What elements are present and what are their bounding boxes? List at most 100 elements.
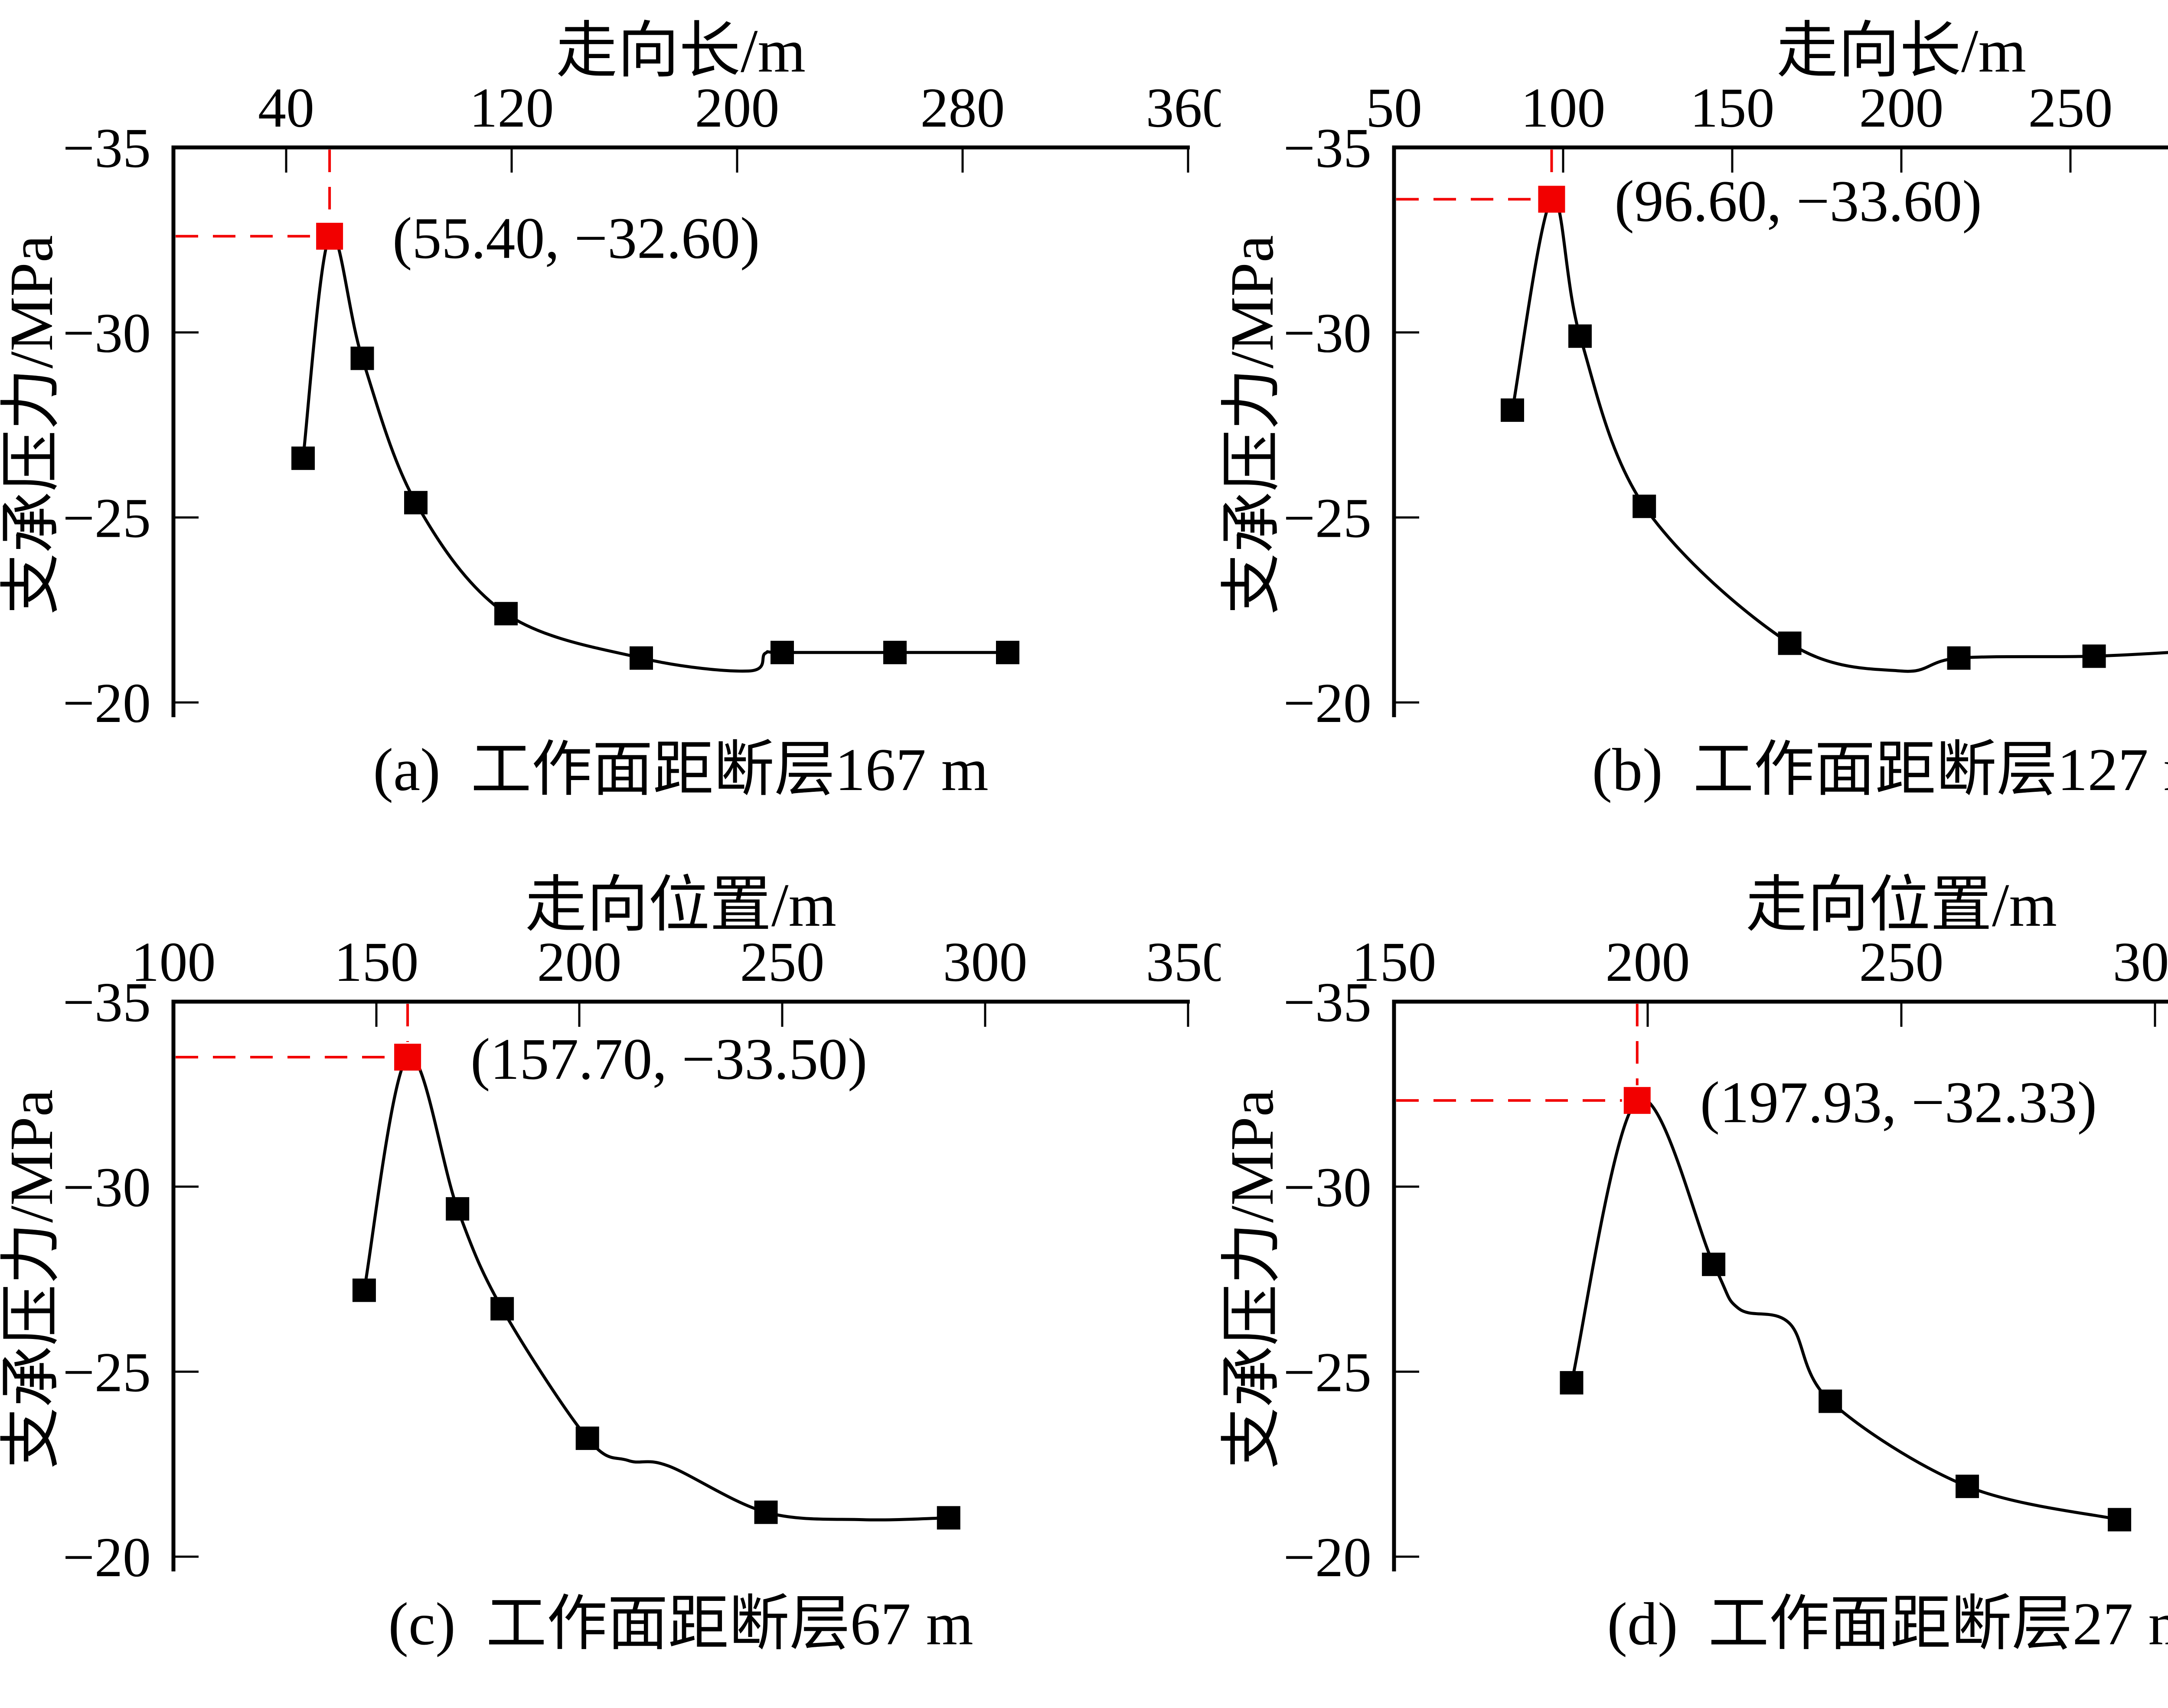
data-point-marker (1633, 494, 1656, 518)
pressure-curve (362, 1054, 950, 1522)
x-tick-label: 200 (695, 77, 780, 139)
y-tick-label: −30 (63, 302, 151, 365)
y-tick-label: −25 (1283, 487, 1371, 549)
data-point-marker (1568, 324, 1592, 348)
y-tick-label: −30 (63, 1156, 151, 1218)
y-tick-label: −25 (1283, 1341, 1371, 1404)
x-tick-label: 200 (1606, 931, 1690, 993)
x-axis-title: 走向位置/m (525, 871, 836, 939)
data-point-marker (883, 640, 907, 664)
y-axis-title: 支承压力/MPa (0, 235, 65, 615)
x-tick-label: 40 (258, 77, 314, 139)
x-tick-label: 100 (131, 931, 216, 993)
peak-annotation: (197.93, −32.33) (1700, 1070, 2097, 1135)
data-point-marker (2108, 1508, 2132, 1532)
pressure-curve (1511, 196, 2168, 673)
peak-guide-lines (1396, 1003, 1639, 1102)
y-tick-label: −20 (1283, 672, 1371, 735)
chart-d: 150200250300350−35−30−25−20走向位置/m支承压力/MP… (1221, 854, 2168, 1708)
x-tick-label: 150 (334, 931, 419, 993)
peak-marker (1623, 1087, 1651, 1114)
data-point-marker (404, 491, 428, 515)
data-point-marker (2082, 644, 2106, 668)
y-tick-label: −25 (63, 1341, 151, 1404)
x-tick-label: 100 (1521, 77, 1606, 139)
peak-annotation: (157.70, −33.50) (470, 1027, 867, 1092)
data-point-marker (754, 1500, 778, 1524)
data-point-marker (1819, 1389, 1842, 1413)
x-axis-title: 走向长/m (556, 16, 806, 85)
chart-b: 50100150200250300350−35−30−25−20走向长/m支承压… (1221, 0, 2168, 854)
y-tick-label: −35 (1283, 971, 1371, 1034)
chart-a: 40 120 200 280 360 −35 −30 −25 −20 走向长/m 支承压力/MPa (… (0, 0, 1221, 854)
peak-guide-lines (1396, 150, 1553, 201)
x-tick-label: 150 (1690, 77, 1775, 139)
y-tick-label: −20 (63, 1526, 151, 1589)
data-point-marker (1778, 631, 1802, 655)
caption-b: (b) 工作面距断层127 m (1592, 736, 2168, 803)
x-tick-label: 200 (537, 931, 622, 993)
panel-a: 40 120 200 280 360 −35 −30 −25 −20 走向长/m 支承压力/MPa (… (0, 0, 1221, 854)
data-point-marker (630, 646, 653, 670)
chart-svg-a: 40 120 200 280 360 −35 −30 −25 −20 走向长/m 支承压力/MPa (… (0, 16, 1221, 735)
chart-svg-b: 50100150200250300350−35−30−25−20走向长/m支承压… (1221, 16, 2168, 735)
y-tick-label: −20 (1283, 1526, 1371, 1589)
caption-c: (c) 工作面距断层67 m (388, 1590, 973, 1658)
x-tick-label: 50 (1366, 77, 1422, 139)
peak-marker (394, 1043, 421, 1071)
caption-d: (d) 工作面距断层27 m (1607, 1590, 2168, 1658)
chart-svg-c: 100 150 200 250 300 350 −35 −30 −25 −20 走向位置/m 支承压力… (0, 871, 1221, 1589)
pressure-curve (1570, 1097, 2121, 1521)
peak-annotation: (55.40, −32.60) (392, 206, 760, 271)
x-tick-label: 360 (1146, 77, 1221, 139)
x-tick-label: 250 (740, 931, 825, 993)
data-point-marker (937, 1506, 960, 1529)
data-point-marker (291, 446, 315, 470)
data-point-marker (350, 346, 374, 370)
y-tick-label: −25 (63, 487, 151, 549)
chart-svg-d: 150200250300350−35−30−25−20走向位置/m支承压力/MP… (1221, 871, 2168, 1589)
pressure-curve (301, 233, 1009, 673)
x-tick-label: 200 (1859, 77, 1944, 139)
y-tick-label: −35 (63, 117, 151, 180)
x-tick-label: 120 (470, 77, 554, 139)
x-axis-title: 走向长/m (1776, 16, 2026, 85)
panel-c: 100 150 200 250 300 350 −35 −30 −25 −20 走向位置/m 支承压力… (0, 854, 1221, 1708)
y-axis-title: 支承压力/MPa (1221, 1089, 1286, 1469)
data-point-marker (1956, 1474, 1979, 1498)
x-tick-label: 250 (2028, 77, 2113, 139)
y-tick-label: −35 (63, 971, 151, 1034)
x-tick-label: 300 (943, 931, 1028, 993)
x-tick-label: 280 (921, 77, 1005, 139)
data-point-marker (494, 602, 518, 626)
data-point-marker (490, 1297, 514, 1320)
x-axis-title: 走向位置/m (1746, 871, 2057, 939)
data-point-marker (996, 640, 1019, 664)
y-tick-label: −35 (1283, 117, 1371, 180)
data-point-marker (1947, 646, 1971, 670)
y-tick-label: −30 (1283, 1156, 1371, 1218)
data-point-marker (446, 1197, 470, 1221)
chart-c: 100 150 200 250 300 350 −35 −30 −25 −20 走向位置/m 支承压力… (0, 854, 1221, 1708)
x-tick-label: 300 (2113, 931, 2168, 993)
data-point-marker (352, 1278, 376, 1302)
peak-annotation: (96.60, −33.60) (1614, 169, 1982, 234)
data-point-marker (575, 1426, 599, 1450)
data-point-marker (771, 640, 794, 664)
peak-guide-lines (176, 150, 331, 238)
data-point-marker (1702, 1252, 1726, 1276)
y-axis-title: 支承压力/MPa (0, 1089, 65, 1469)
caption-a: (a) 工作面距断层167 m (373, 736, 989, 803)
x-tick-label: 350 (1146, 931, 1221, 993)
y-axis-title: 支承压力/MPa (1221, 235, 1286, 615)
y-tick-label: −30 (1283, 302, 1371, 365)
x-tick-label: 150 (1352, 931, 1437, 993)
peak-guide-lines (176, 1003, 409, 1058)
y-tick-label: −20 (63, 672, 151, 735)
data-point-marker (1501, 398, 1524, 422)
peak-marker (1538, 186, 1565, 213)
panel-d: 150200250300350−35−30−25−20走向位置/m支承压力/MP… (1221, 854, 2168, 1708)
data-point-marker (1560, 1371, 1584, 1394)
